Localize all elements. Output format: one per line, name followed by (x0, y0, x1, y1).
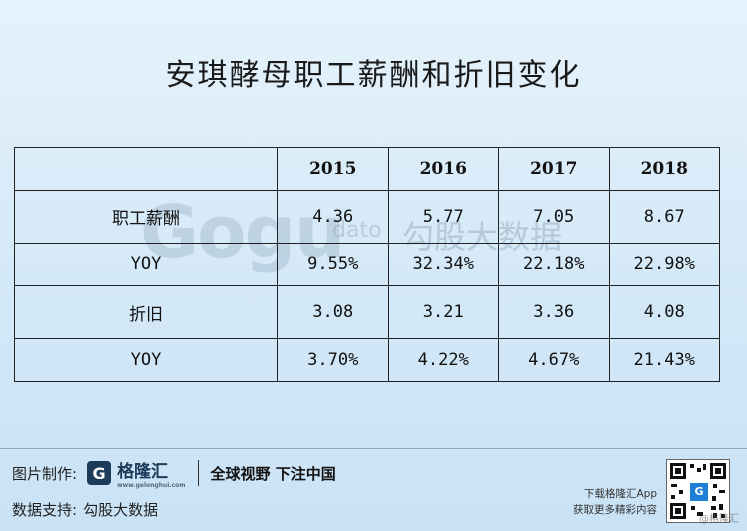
qr-code-icon[interactable]: G (666, 459, 730, 523)
table-cell: 9.55% (277, 242, 389, 287)
table-cell: 21.43% (608, 338, 720, 382)
row-label: 职工薪酬 (14, 189, 278, 244)
table-row: 折旧 3.08 3.21 3.36 4.08 (14, 285, 720, 340)
table-cell: 4.22% (387, 338, 499, 382)
data-source: 勾股大数据 (83, 500, 159, 519)
more-content-text: 获取更多精彩内容 (573, 504, 657, 516)
brand-logo: G 格隆汇 www.gelonghui.com (87, 457, 186, 489)
table-cell: 4.36 (277, 189, 389, 244)
header-cell: 2015 (277, 147, 389, 191)
brand-name: 格隆汇 (117, 462, 169, 482)
row-label: YOY (14, 242, 278, 287)
table-row: 职工薪酬 4.36 5.77 7.05 8.67 (14, 189, 720, 244)
qr-pattern (670, 463, 726, 519)
table-cell: 22.18% (498, 242, 610, 287)
image-label: 图片制作: (12, 464, 78, 483)
footer-divider (0, 448, 747, 449)
table-cell: 7.05 (498, 189, 610, 244)
row-label: YOY (14, 338, 278, 382)
table-cell: 4.08 (608, 285, 720, 340)
slogan: 全球视野 下注中国 (210, 464, 336, 483)
header-cell: 2016 (387, 147, 499, 191)
brand-mark-icon: G (87, 461, 112, 485)
qr-logo: G (689, 482, 709, 502)
footer-credits: 图片制作: G 格隆汇 www.gelonghui.com 全球视野 下注中国 … (12, 458, 336, 524)
table-cell: 3.08 (277, 285, 389, 340)
table-row: YOY 3.70% 4.22% 4.67% 21.43% (14, 338, 720, 382)
table-cell: 32.34% (387, 242, 499, 287)
table-cell: 22.98% (608, 242, 720, 287)
header-cell: 2018 (608, 147, 720, 191)
brand-url: www.gelonghui.com (117, 482, 186, 489)
table-cell: 8.67 (608, 189, 720, 244)
table-row: YOY 9.55% 32.34% 22.18% 22.98% (14, 242, 720, 287)
header-cell (14, 147, 278, 191)
data-label: 数据支持: (12, 500, 78, 519)
header-cell: 2017 (498, 147, 610, 191)
page-title: 安琪酵母职工薪酬和折旧变化 (165, 58, 582, 93)
download-text: 下载格隆汇App (583, 488, 657, 500)
table-cell: 4.67% (498, 338, 610, 382)
table-header-row: 2015 2016 2017 2018 (14, 147, 720, 191)
table-cell: 3.70% (277, 338, 389, 382)
app-promo: 下载格隆汇App 获取更多精彩内容 (573, 486, 657, 518)
table-cell: 3.21 (387, 285, 499, 340)
table-cell: 5.77 (387, 189, 499, 244)
table-cell: 3.36 (498, 285, 610, 340)
data-table: 2015 2016 2017 2018 职工薪酬 4.36 5.77 7.05 … (14, 147, 720, 382)
footer-separator (197, 460, 199, 486)
corner-watermark: @格隆汇 (699, 514, 739, 525)
row-label: 折旧 (14, 285, 278, 340)
